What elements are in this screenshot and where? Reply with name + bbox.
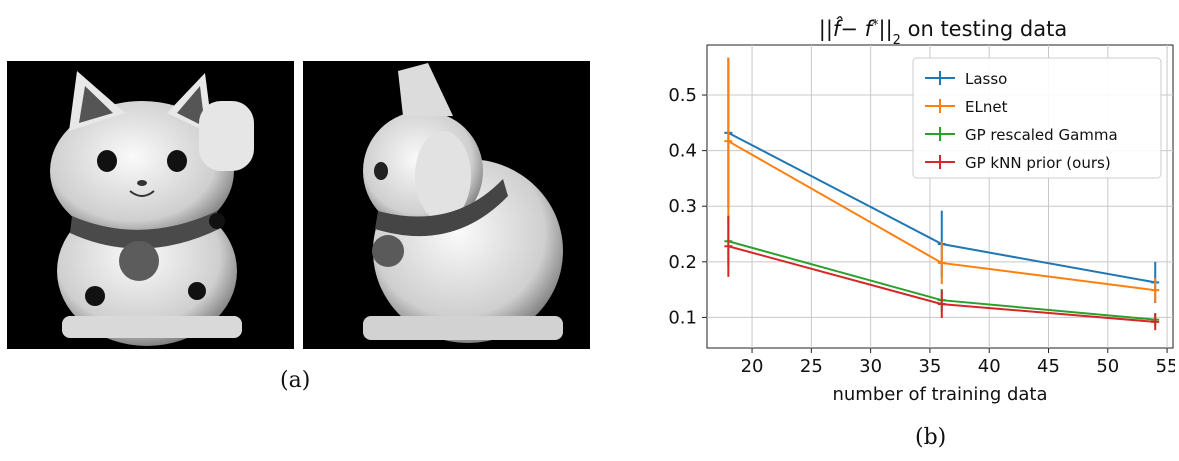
y-tick-label: 0.1 bbox=[668, 307, 697, 328]
x-tick-label: 25 bbox=[800, 356, 823, 377]
legend-label: GP rescaled Gamma bbox=[965, 126, 1118, 144]
x-tick-label: 40 bbox=[978, 356, 1001, 377]
legend-label: GP kNN prior (ours) bbox=[965, 154, 1111, 172]
x-tick-label: 20 bbox=[741, 356, 764, 377]
x-tick-label: 30 bbox=[859, 356, 882, 377]
y-tick-label: 0.3 bbox=[668, 196, 697, 217]
y-tick-label: 0.4 bbox=[668, 141, 697, 162]
chart-title: ||f̂− f*||2 on testing data bbox=[819, 16, 1067, 47]
panel-b-caption: (b) bbox=[915, 425, 947, 450]
cat-figurine-side-image bbox=[303, 61, 590, 349]
legend-label: Lasso bbox=[965, 70, 1007, 88]
legend-label: ELnet bbox=[965, 98, 1008, 116]
x-axis-label: number of training data bbox=[832, 384, 1047, 405]
x-tick-label: 35 bbox=[918, 356, 941, 377]
y-tick-label: 0.5 bbox=[668, 85, 697, 106]
plot-frame bbox=[706, 44, 1174, 349]
panel-a-caption: (a) bbox=[280, 368, 311, 393]
legend-box bbox=[912, 57, 1162, 179]
y-tick-label: 0.2 bbox=[668, 252, 697, 273]
cat-figurine-front-image bbox=[7, 61, 294, 349]
x-tick-label: 55 bbox=[1156, 356, 1175, 377]
line-chart: ||f̂− f*||2 on testing data 20 25 30 35 40 45… bbox=[668, 16, 1175, 405]
x-tick-label: 50 bbox=[1096, 356, 1119, 377]
x-tick-label: 45 bbox=[1037, 356, 1060, 377]
